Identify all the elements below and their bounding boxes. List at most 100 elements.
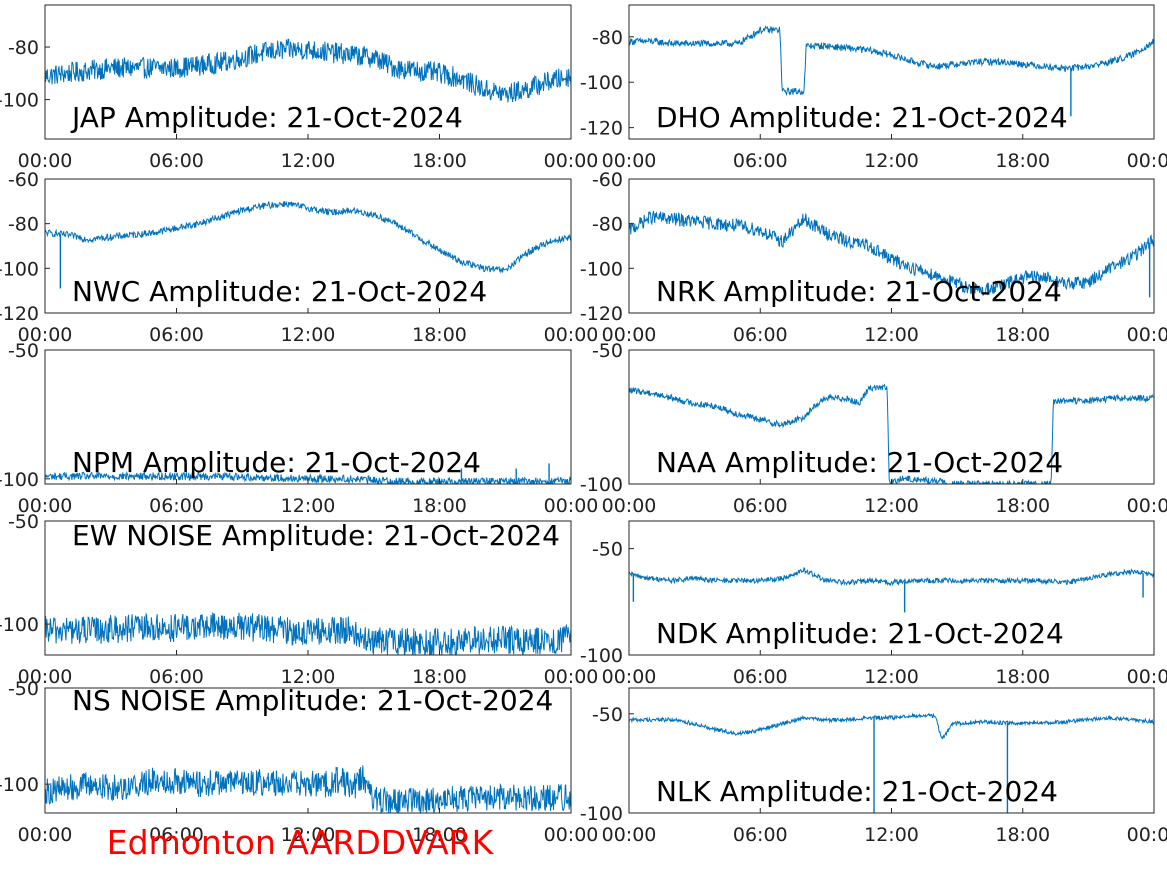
amplitude-panel: 00:00 06:00 12:00 18:00 00:00 -50 -100 NDK Ampl… [580,520,1167,688]
y-tick-label: -120 [580,303,623,325]
amplitude-trace [629,567,1154,587]
x-tick-label: 06:00 [149,666,204,688]
x-tick-label: 06:00 [733,666,788,688]
x-tick-label: 06:00 [149,824,204,846]
amplitude-trace [45,471,571,484]
y-tick-label: -80 [8,214,39,236]
x-tick-label: 00:00 [602,150,657,172]
x-tick-label: 18:00 [412,495,467,517]
station-name: Edmonton AARDDVARK [107,823,495,862]
y-tick-label: -100 [0,774,39,796]
x-tick-label: 12:00 [281,495,336,517]
x-tick-label: 12:00 [281,324,336,346]
y-tick-label: -120 [0,303,39,325]
x-tick-label: 18:00 [995,666,1050,688]
x-tick-label: 00:00 [544,495,599,517]
x-tick-label: 18:00 [412,324,467,346]
amplitude-panel: 00:00 06:00 12:00 18:00 00:00 -50 -100 EW NOISE… [0,511,598,688]
amplitude-trace [629,712,1154,740]
amplitude-panel: 00:00 06:00 12:00 18:00 00:00 -80 -100 JAP Ampl… [0,4,599,172]
x-tick-label: 00:00 [1127,666,1167,688]
x-tick-label: 00:00 [18,824,73,846]
y-tick-label: -50 [8,678,39,700]
x-tick-label: 18:00 [412,666,467,688]
x-tick-label: 00:00 [1127,495,1167,517]
x-tick-label: 12:00 [864,495,919,517]
x-tick-label: 00:00 [602,495,657,517]
y-tick-label: -60 [8,169,39,191]
panel-title: NLK Amplitude: 21-Oct-2024 [656,775,1058,808]
amplitude-panel: 00:00 06:00 12:00 18:00 00:00 -80 -100 -120 DHO … [580,4,1167,172]
x-tick-label: 12:00 [281,150,336,172]
amplitude-trace [45,612,571,655]
amplitude-trace [629,210,1154,296]
y-tick-label: -100 [0,469,39,491]
amplitude-trace [45,200,571,274]
y-tick-label: -100 [580,72,623,94]
x-tick-label: 00:00 [602,324,657,346]
panel-title: DHO Amplitude: 21-Oct-2024 [656,101,1068,134]
x-tick-label: 06:00 [733,150,788,172]
y-tick-label: -80 [8,37,39,59]
panel-title: NWC Amplitude: 21-Oct-2024 [72,275,487,308]
x-tick-label: 00:00 [18,150,73,172]
y-tick-label: -100 [0,258,39,280]
amplitude-panel: 00:00 06:00 12:00 18:00 00:00 -50 -100 NPM Ampl… [0,340,598,517]
x-tick-label: 12:00 [864,150,919,172]
amplitude-panel: 00:00 06:00 12:00 18:00 00:00 -60 -80 -100 -120 N… [0,169,598,346]
x-tick-label: 00:00 [544,324,599,346]
y-tick-label: -80 [592,27,623,49]
amplitude-panel: 00:00 06:00 12:00 18:00 00:00 -50 -100 NLK Ampl… [580,687,1167,846]
y-tick-label: -120 [580,118,623,140]
x-tick-label: 06:00 [733,824,788,846]
x-tick-label: 06:00 [733,495,788,517]
amplitude-trace [629,25,1154,97]
x-tick-label: 18:00 [412,824,467,846]
y-tick-label: -50 [8,340,39,362]
y-tick-label: -50 [592,340,623,362]
x-tick-label: 18:00 [412,150,467,172]
y-tick-label: -60 [592,169,623,191]
x-tick-label: 18:00 [995,324,1050,346]
x-tick-label: 18:00 [995,495,1050,517]
y-tick-label: -80 [592,214,623,236]
x-tick-label: 00:00 [18,495,73,517]
y-tick-label: -100 [580,258,623,280]
amplitude-trace [45,765,571,813]
x-tick-label: 12:00 [281,824,336,846]
panel-title: NPM Amplitude: 21-Oct-2024 [72,446,481,479]
y-tick-label: -100 [580,803,623,825]
x-tick-label: 12:00 [281,666,336,688]
y-tick-label: -50 [592,539,623,561]
panel-title: NS NOISE Amplitude: 21-Oct-2024 [72,684,553,717]
x-tick-label: 00:00 [1127,824,1167,846]
x-tick-label: 06:00 [149,495,204,517]
x-tick-label: 00:00 [18,666,73,688]
amplitude-panel: 00:00 06:00 12:00 18:00 00:00 -50 -100 NAA Ampl… [580,340,1167,517]
panel-title: NRK Amplitude: 21-Oct-2024 [656,275,1062,308]
panel-title: NDK Amplitude: 21-Oct-2024 [656,617,1064,650]
x-tick-label: 00:00 [602,824,657,846]
amplitude-panel: 00:00 06:00 12:00 18:00 00:00 -60 -80 -100 -120 N… [580,169,1167,346]
x-tick-label: 06:00 [149,150,204,172]
x-tick-label: 06:00 [733,324,788,346]
x-tick-label: 00:00 [1127,150,1167,172]
amplitude-panel: 00:00 06:00 12:00 18:00 00:00 -50 -100 NS NOISE… [0,678,598,846]
x-tick-label: 18:00 [995,150,1050,172]
y-tick-label: -50 [592,704,623,726]
x-tick-label: 00:00 [544,150,599,172]
x-tick-label: 12:00 [864,666,919,688]
x-tick-label: 00:00 [602,666,657,688]
x-tick-label: 00:00 [18,324,73,346]
amplitude-trace [45,38,571,103]
x-tick-label: 12:00 [864,324,919,346]
panel-title: JAP Amplitude: 21-Oct-2024 [70,101,463,134]
y-tick-label: -50 [8,511,39,533]
y-tick-label: -100 [0,614,39,636]
y-tick-label: -100 [0,90,39,112]
x-tick-label: 00:00 [544,824,599,846]
panel-title: EW NOISE Amplitude: 21-Oct-2024 [72,519,560,552]
x-tick-label: 06:00 [149,324,204,346]
x-tick-label: 12:00 [864,824,919,846]
